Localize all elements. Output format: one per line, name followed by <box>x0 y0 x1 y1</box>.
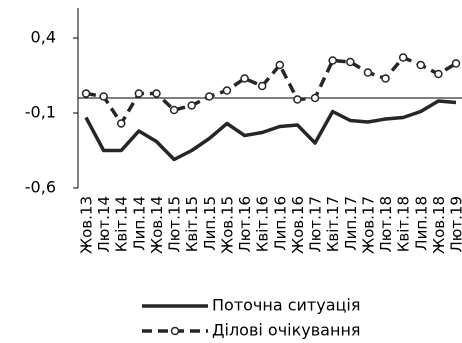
marker <box>416 60 426 70</box>
x-tick-label: Квіт.17 <box>324 196 342 252</box>
x-tick-label: Лют.18 <box>377 196 395 253</box>
marker <box>275 60 285 70</box>
marker <box>134 89 144 98</box>
marker <box>187 101 196 110</box>
x-tick-label: Жов.14 <box>148 196 166 254</box>
x-tick-label: Лют.19 <box>448 196 462 253</box>
x-tick-label: Лип.14 <box>130 196 148 251</box>
x-tick-label: Лют.14 <box>95 196 113 253</box>
marker <box>434 69 443 79</box>
x-tick-label: Жов.13 <box>78 196 96 254</box>
marker <box>169 105 179 115</box>
x-tick-label: Жов.16 <box>289 196 307 254</box>
x-tick-label: Лют.15 <box>166 196 184 253</box>
y-tick-label: 0,4 <box>31 28 56 47</box>
marker <box>398 53 408 62</box>
y-tick-label: -0,1 <box>25 103 56 122</box>
marker <box>116 119 126 128</box>
x-tick-label: Жов.18 <box>430 196 448 254</box>
legend-label: Ділові очікування <box>212 321 361 340</box>
x-tick-label: Квіт.16 <box>254 196 272 252</box>
x-tick-label: Лип.16 <box>271 196 289 251</box>
marker <box>257 81 267 91</box>
x-tick-label: Квіт.18 <box>395 196 413 252</box>
marker <box>205 92 214 101</box>
x-tick-label: Лип.17 <box>342 196 360 251</box>
x-tick-label: Жов.17 <box>359 196 377 254</box>
x-tick-label: Лип.18 <box>412 196 430 251</box>
marker <box>451 59 461 68</box>
x-tick-label: Жов.15 <box>218 196 236 254</box>
x-tick-label: Квіт.15 <box>183 196 201 252</box>
x-tick-label: Лип.15 <box>201 196 219 251</box>
legend-marker <box>170 326 180 336</box>
marker <box>222 86 232 95</box>
marker <box>310 93 320 103</box>
marker <box>381 74 390 83</box>
marker <box>99 92 108 101</box>
marker <box>240 74 249 83</box>
x-tick-label: Лют.17 <box>307 196 325 253</box>
marker <box>363 68 373 77</box>
y-tick-label: -0,6 <box>25 178 56 197</box>
marker <box>81 89 91 98</box>
marker <box>346 57 355 67</box>
marker <box>328 56 337 65</box>
marker <box>152 89 161 98</box>
series-line <box>84 99 457 162</box>
legend-label: Поточна ситуація <box>212 296 360 315</box>
x-tick-label: Квіт.14 <box>113 196 131 252</box>
marker <box>293 95 302 104</box>
series-line <box>85 55 457 126</box>
x-tick-label: Лют.16 <box>236 196 254 253</box>
